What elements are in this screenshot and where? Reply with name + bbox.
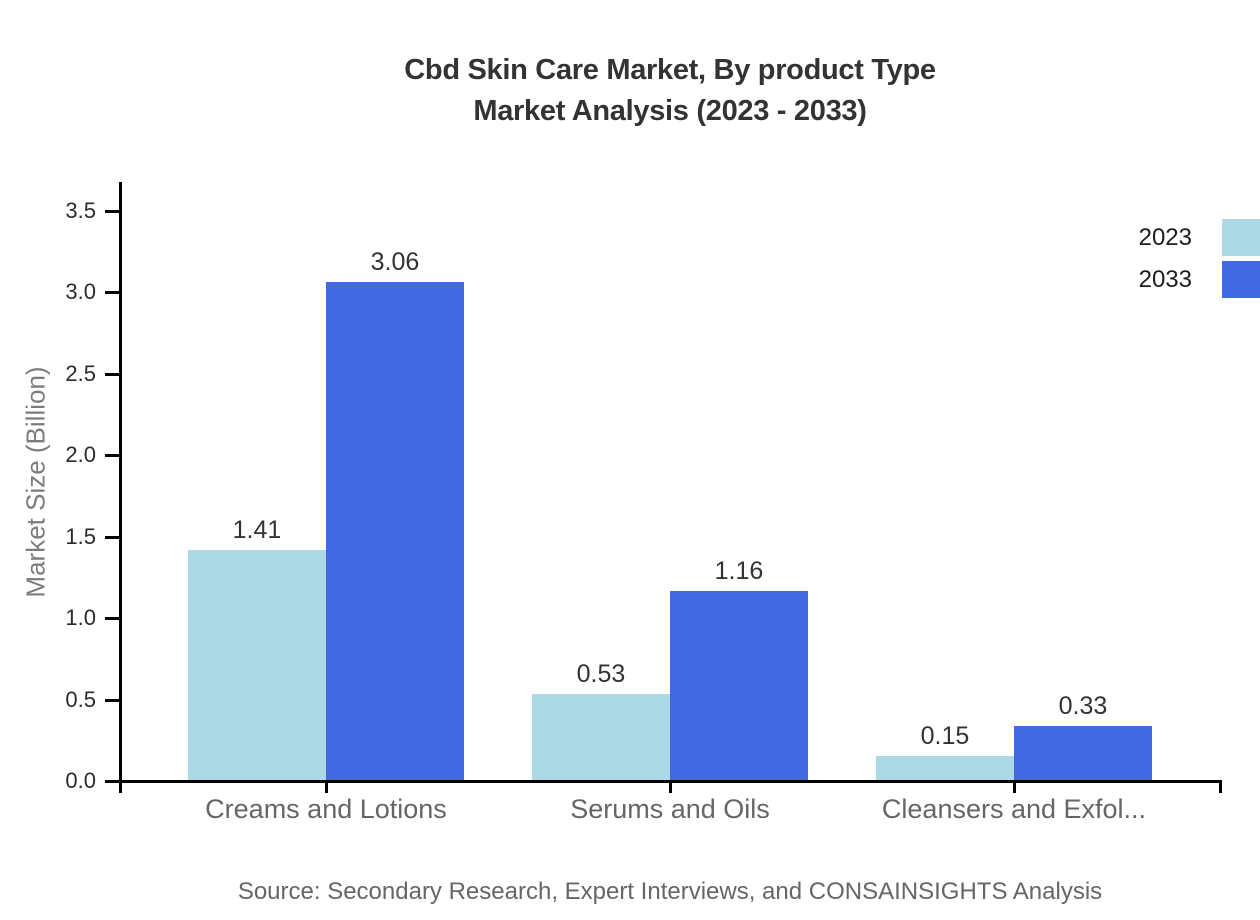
y-tick-label: 3.5	[65, 198, 96, 223]
y-tick-label: 0.0	[65, 768, 96, 793]
x-tick-mark	[1012, 780, 1016, 793]
x-tick-mark	[324, 780, 328, 793]
y-tick-mark	[105, 291, 119, 295]
y-tick-label: 1.0	[65, 605, 96, 631]
x-tick-mark	[668, 780, 672, 793]
chart-title-line1: Cbd Skin Care Market, By product Type	[404, 54, 936, 86]
y-tick-mark	[105, 210, 119, 213]
y-tick-label: 2.5	[65, 360, 96, 386]
bar-value-label: 0.53	[576, 659, 626, 688]
y-axis-title: Market Size (Billion)	[20, 366, 51, 598]
y-tick-label: 1.5	[65, 523, 96, 549]
y-tick-label: 3.0	[65, 279, 96, 305]
bar-value-label: 1.16	[714, 557, 764, 586]
x-axis-end-tick	[1219, 780, 1222, 793]
y-tick-label: 0.5	[65, 686, 96, 712]
y-tick-mark	[105, 372, 119, 376]
legend-swatch	[1222, 219, 1260, 256]
bar-2023-2	[532, 693, 670, 780]
legend-swatch	[1222, 261, 1260, 298]
source-text: Source: Secondary Research, Expert Inter…	[237, 878, 1103, 905]
bar-2033-1	[326, 281, 464, 780]
bar-value-label: 0.15	[920, 721, 970, 750]
bar-2033-3	[1014, 726, 1152, 780]
category-label: Serums and Oils	[570, 794, 770, 824]
bar-value-label: 1.41	[232, 516, 282, 545]
y-tick-mark	[105, 780, 119, 783]
bar-2023-1	[188, 550, 326, 780]
bar-value-label: 0.33	[1058, 692, 1108, 721]
bar-2023-3	[876, 755, 1014, 780]
y-tick-mark	[105, 454, 119, 458]
legend-item: 2023	[1139, 219, 1260, 256]
chart-title-line2: Market Analysis (2023 - 2033)	[473, 95, 867, 127]
legend: 2023 2033	[1139, 219, 1260, 298]
legend-item: 2033	[1139, 261, 1260, 298]
bar-value-label: 3.06	[370, 247, 420, 276]
category-label: Creams and Lotions	[205, 794, 447, 824]
y-tick-mark	[105, 535, 119, 539]
y-tick-mark	[105, 698, 119, 702]
y-tick-mark	[105, 617, 119, 621]
legend-label: 2033	[1138, 265, 1192, 293]
y-tick-label: 2.0	[65, 442, 96, 468]
y-axis-line	[119, 182, 122, 793]
legend-label: 2023	[1138, 223, 1192, 251]
category-label: Cleansers and Exfol...	[881, 794, 1147, 824]
chart-title: Cbd Skin Care Market, By product Type Ma…	[80, 50, 1260, 132]
bar-2033-2	[670, 591, 808, 780]
